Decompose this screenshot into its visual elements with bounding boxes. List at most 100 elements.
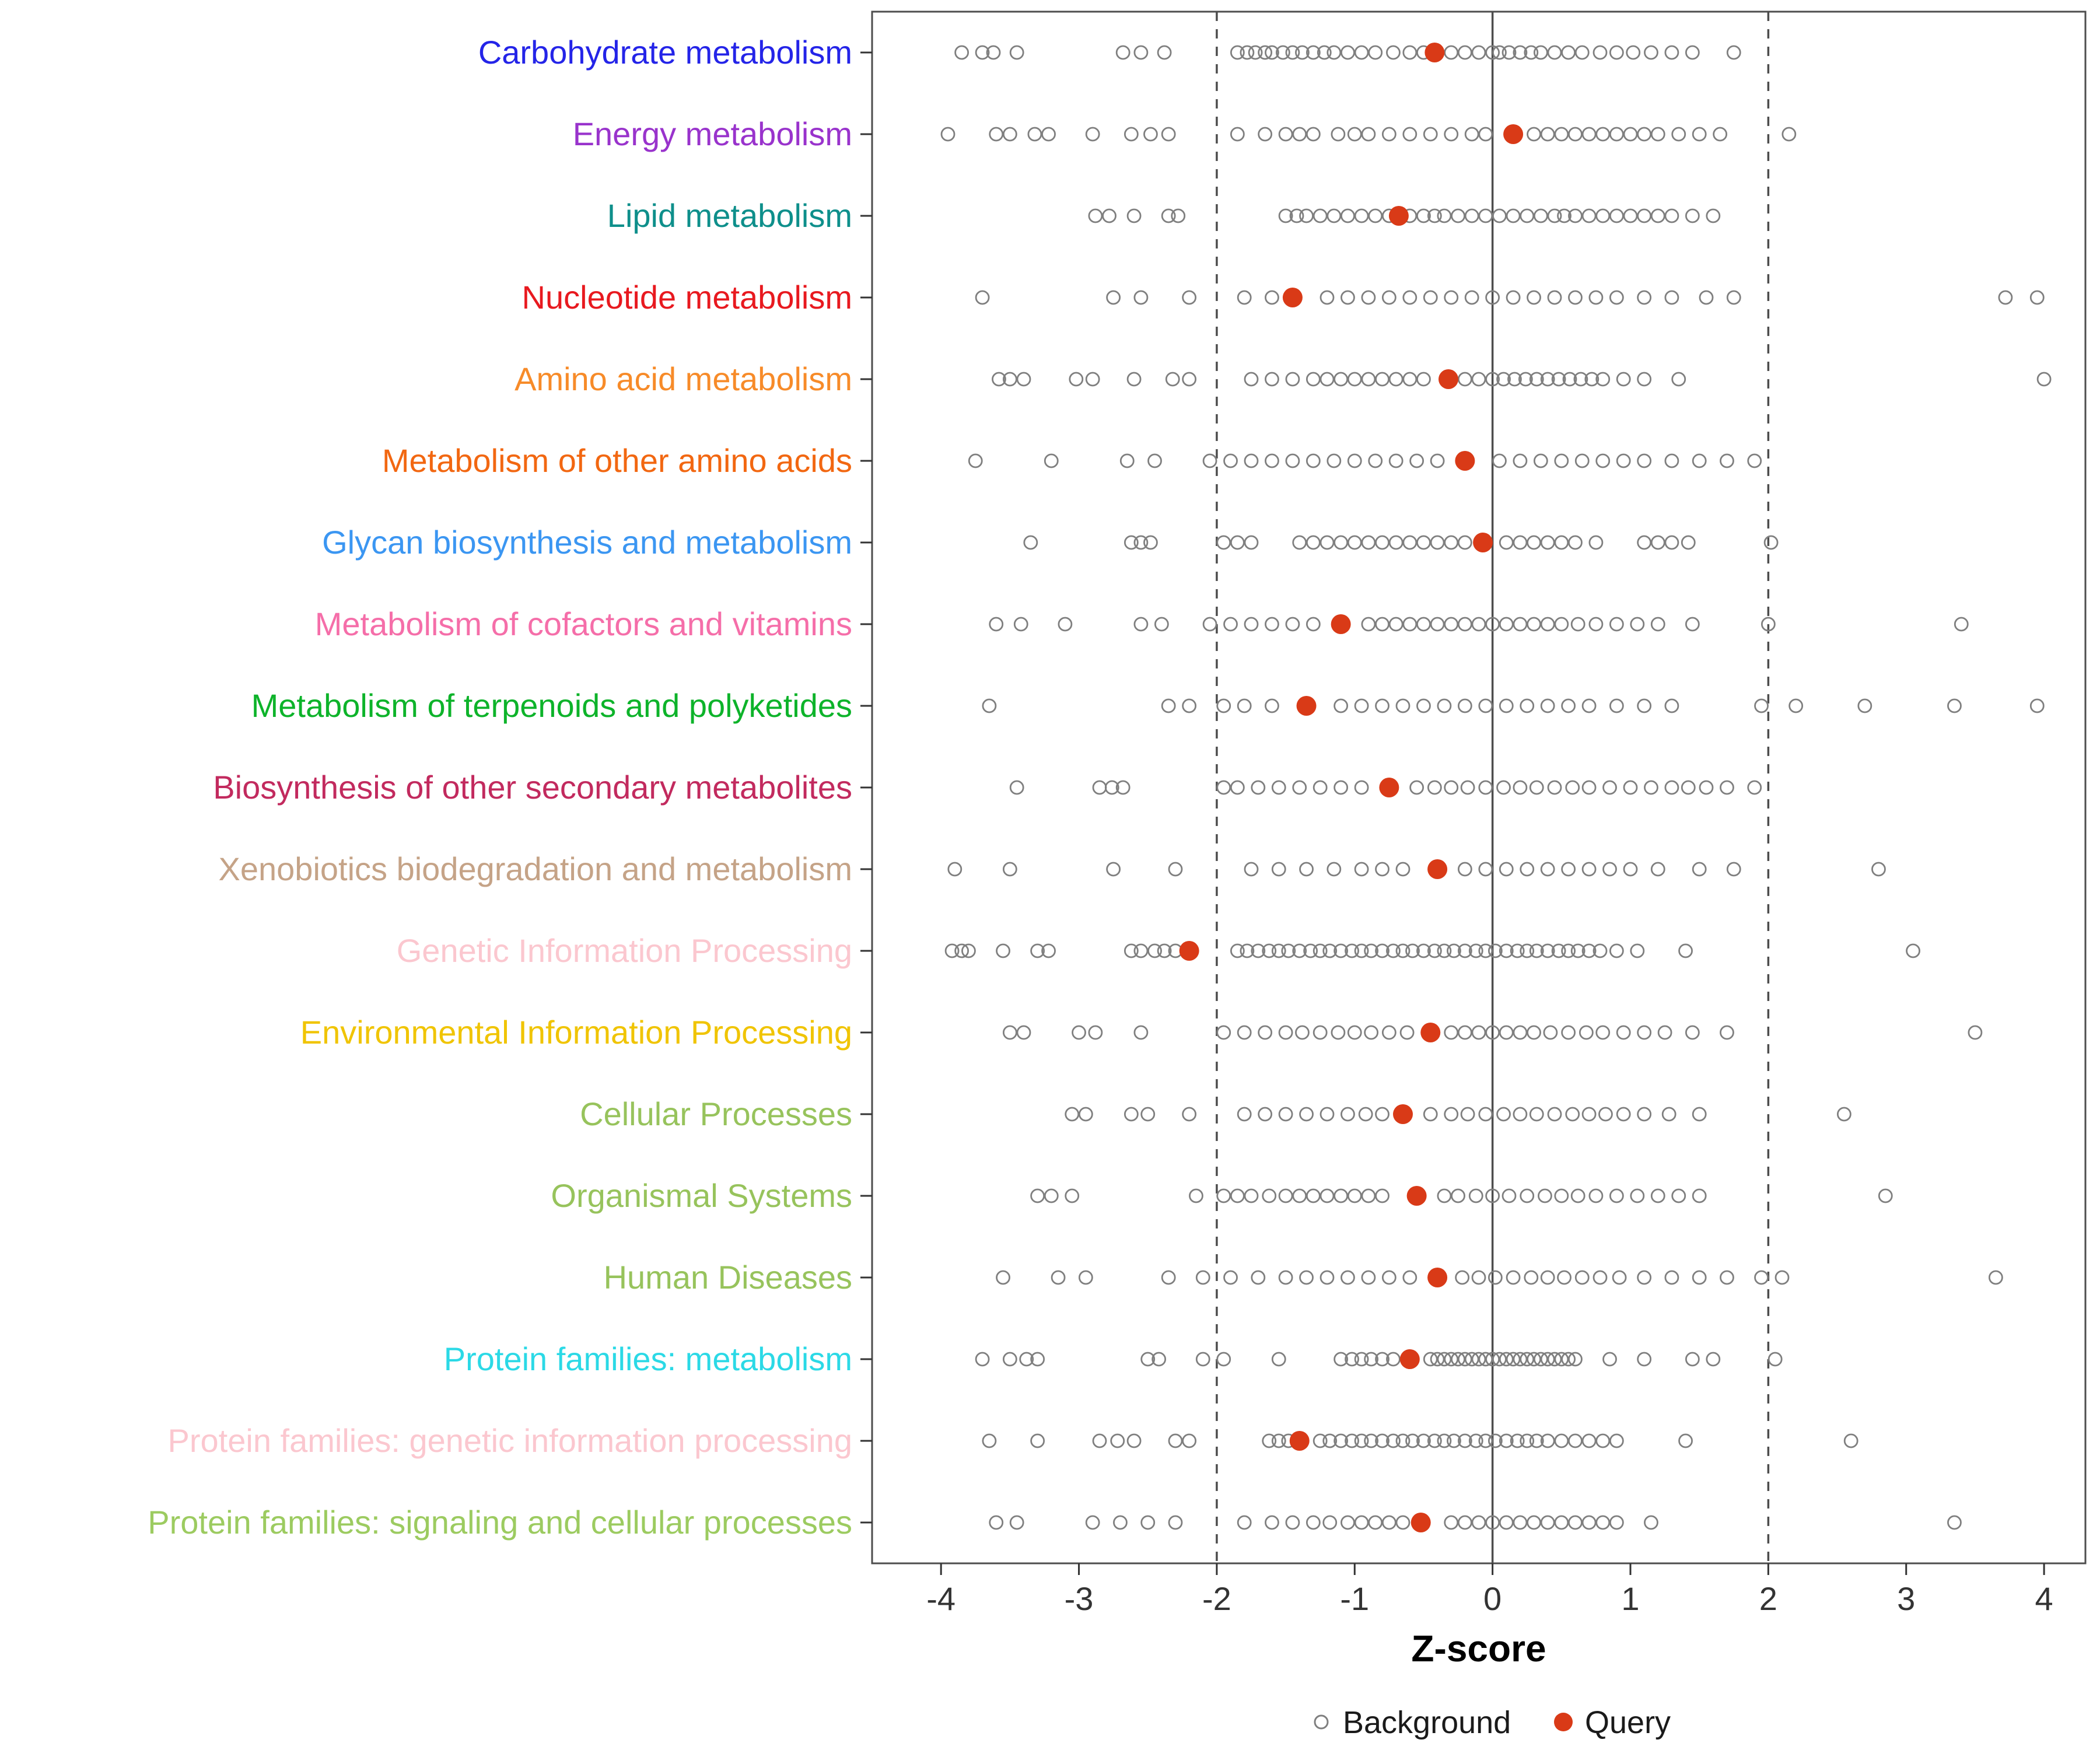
background-point	[1140, 1107, 1156, 1122]
background-point	[1340, 290, 1355, 305]
background-point	[1168, 862, 1183, 877]
background-point	[1189, 1188, 1203, 1203]
background-point	[1527, 1352, 1541, 1367]
background-point	[1699, 780, 1714, 795]
background-point	[1041, 943, 1056, 958]
background-point	[1468, 1433, 1483, 1448]
background-point	[1375, 1188, 1390, 1203]
background-point	[1312, 1025, 1328, 1040]
query-point	[1427, 859, 1448, 879]
background-point	[1345, 943, 1359, 958]
background-point	[1551, 943, 1566, 958]
background-point	[1437, 1188, 1452, 1203]
background-point	[1292, 943, 1307, 958]
background-point	[1485, 617, 1500, 632]
background-point	[947, 862, 963, 877]
category-label: Amino acid metabolism	[514, 360, 852, 397]
background-point	[1437, 208, 1452, 223]
background-point	[1258, 45, 1273, 60]
background-point	[1561, 45, 1576, 60]
background-point	[1754, 1270, 1769, 1285]
background-point	[1685, 617, 1700, 632]
background-point	[1568, 535, 1583, 550]
background-point	[1595, 1515, 1611, 1530]
background-point	[1126, 208, 1142, 223]
background-point	[1312, 780, 1328, 795]
background-point	[1637, 1025, 1652, 1040]
background-point	[1538, 1188, 1552, 1203]
background-point	[1616, 453, 1631, 468]
category-label: Energy metabolism	[573, 116, 852, 152]
background-point	[1361, 127, 1376, 142]
background-point	[1547, 208, 1562, 223]
background-point	[1161, 698, 1176, 713]
background-point	[1115, 45, 1130, 60]
background-point	[954, 45, 970, 60]
background-point	[1110, 1433, 1125, 1448]
background-point	[1381, 290, 1396, 305]
category-label: Environmental Information Processing	[300, 1014, 852, 1051]
background-point	[1244, 372, 1259, 387]
background-point	[1340, 208, 1355, 223]
background-point	[1857, 698, 1873, 713]
background-point	[1216, 535, 1231, 550]
background-point	[1506, 290, 1521, 305]
background-point	[1561, 1025, 1576, 1040]
background-point	[1395, 943, 1410, 958]
background-point	[1143, 127, 1158, 142]
background-point	[1561, 1352, 1576, 1367]
background-point	[1609, 127, 1624, 142]
background-point	[1051, 1270, 1066, 1285]
background-point	[1457, 1433, 1472, 1448]
background-point	[1375, 1107, 1390, 1122]
background-point	[1609, 1515, 1624, 1530]
background-point	[1271, 780, 1286, 795]
background-point	[1460, 780, 1475, 795]
category-label: Cellular Processes	[580, 1096, 852, 1132]
x-tick-label: 4	[2035, 1580, 2053, 1617]
background-point	[1650, 617, 1665, 632]
background-point	[1529, 1107, 1544, 1122]
background-point	[1499, 862, 1514, 877]
category-label: Metabolism of terpenoids and polyketides	[251, 687, 852, 724]
background-point	[1533, 453, 1548, 468]
background-point	[975, 45, 990, 60]
background-point	[1223, 453, 1238, 468]
background-point	[1322, 1433, 1338, 1448]
background-point	[1182, 698, 1197, 713]
background-point	[1347, 1188, 1362, 1203]
background-point	[1265, 45, 1279, 60]
query-point	[1388, 206, 1409, 226]
background-point	[1444, 535, 1459, 550]
background-point	[1650, 862, 1665, 877]
background-point	[1499, 617, 1514, 632]
legend-background-marker-icon	[1314, 1714, 1329, 1730]
background-point	[1278, 127, 1293, 142]
background-point	[1354, 862, 1369, 877]
background-point	[1244, 1188, 1259, 1203]
background-point	[1258, 1025, 1273, 1040]
background-point	[1592, 45, 1608, 60]
background-point	[1540, 698, 1555, 713]
background-point	[1581, 127, 1597, 142]
background-point	[1292, 127, 1307, 142]
query-point	[1179, 941, 1199, 961]
background-point	[1609, 617, 1624, 632]
background-point	[1506, 208, 1521, 223]
background-point	[1644, 1515, 1658, 1530]
background-point	[1347, 372, 1362, 387]
background-point	[1331, 1025, 1346, 1040]
background-point	[1140, 1352, 1156, 1367]
background-point	[1768, 1352, 1783, 1367]
background-point	[1299, 862, 1314, 877]
background-point	[1002, 127, 1017, 142]
background-point	[1492, 453, 1507, 468]
background-point	[1334, 1433, 1349, 1448]
background-point	[1699, 290, 1714, 305]
background-point	[1478, 127, 1493, 142]
background-point	[1361, 290, 1376, 305]
background-point	[1692, 1270, 1707, 1285]
background-point	[1423, 1352, 1438, 1367]
background-point	[1320, 1107, 1335, 1122]
background-point	[1720, 780, 1734, 795]
